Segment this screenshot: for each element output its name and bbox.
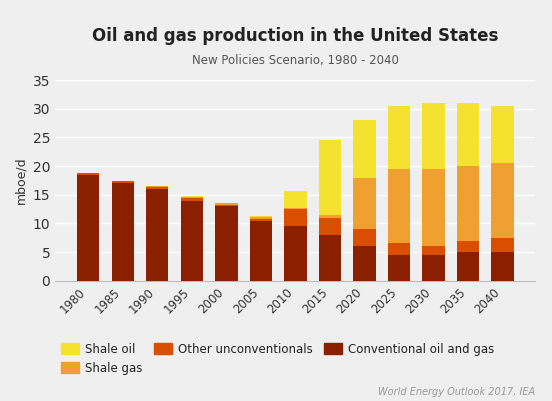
Bar — [491, 163, 513, 238]
Bar — [215, 205, 237, 206]
Bar — [353, 120, 375, 178]
Bar — [457, 103, 479, 166]
Bar — [112, 183, 134, 281]
Bar — [284, 209, 306, 226]
Bar — [388, 169, 410, 243]
Text: World Energy Outlook 2017, IEA: World Energy Outlook 2017, IEA — [378, 387, 535, 397]
Bar — [319, 218, 341, 235]
Bar — [77, 175, 99, 281]
Bar — [181, 197, 203, 198]
Bar — [181, 196, 203, 197]
Bar — [422, 255, 444, 281]
Bar — [146, 187, 168, 189]
Bar — [250, 217, 272, 219]
Y-axis label: mboe/d: mboe/d — [14, 157, 27, 204]
Text: New Policies Scenario, 1980 - 2040: New Policies Scenario, 1980 - 2040 — [192, 54, 399, 67]
Bar — [388, 243, 410, 255]
Bar — [422, 246, 444, 255]
Bar — [319, 140, 341, 215]
Bar — [388, 255, 410, 281]
Bar — [457, 166, 479, 241]
Bar — [215, 206, 237, 281]
Bar — [491, 238, 513, 252]
Bar — [422, 103, 444, 169]
Bar — [77, 173, 99, 175]
Bar — [181, 198, 203, 200]
Bar — [319, 235, 341, 281]
Bar — [457, 252, 479, 281]
Bar — [422, 169, 444, 246]
Bar — [319, 215, 341, 218]
Bar — [284, 226, 306, 281]
Bar — [146, 189, 168, 281]
Bar — [388, 106, 410, 169]
Bar — [491, 106, 513, 163]
Bar — [146, 186, 168, 187]
Bar — [250, 216, 272, 217]
Bar — [284, 208, 306, 209]
Bar — [353, 229, 375, 246]
Legend: Shale oil, Shale gas, Other unconventionals, Conventional oil and gas: Shale oil, Shale gas, Other unconvention… — [61, 343, 494, 375]
Bar — [284, 191, 306, 208]
Bar — [457, 241, 479, 252]
Bar — [215, 203, 237, 205]
Bar — [250, 219, 272, 221]
Bar — [491, 252, 513, 281]
Title: Oil and gas production in the United States: Oil and gas production in the United Sta… — [92, 27, 498, 45]
Bar — [112, 181, 134, 183]
Bar — [353, 178, 375, 229]
Bar — [353, 246, 375, 281]
Bar — [250, 221, 272, 281]
Bar — [181, 200, 203, 281]
